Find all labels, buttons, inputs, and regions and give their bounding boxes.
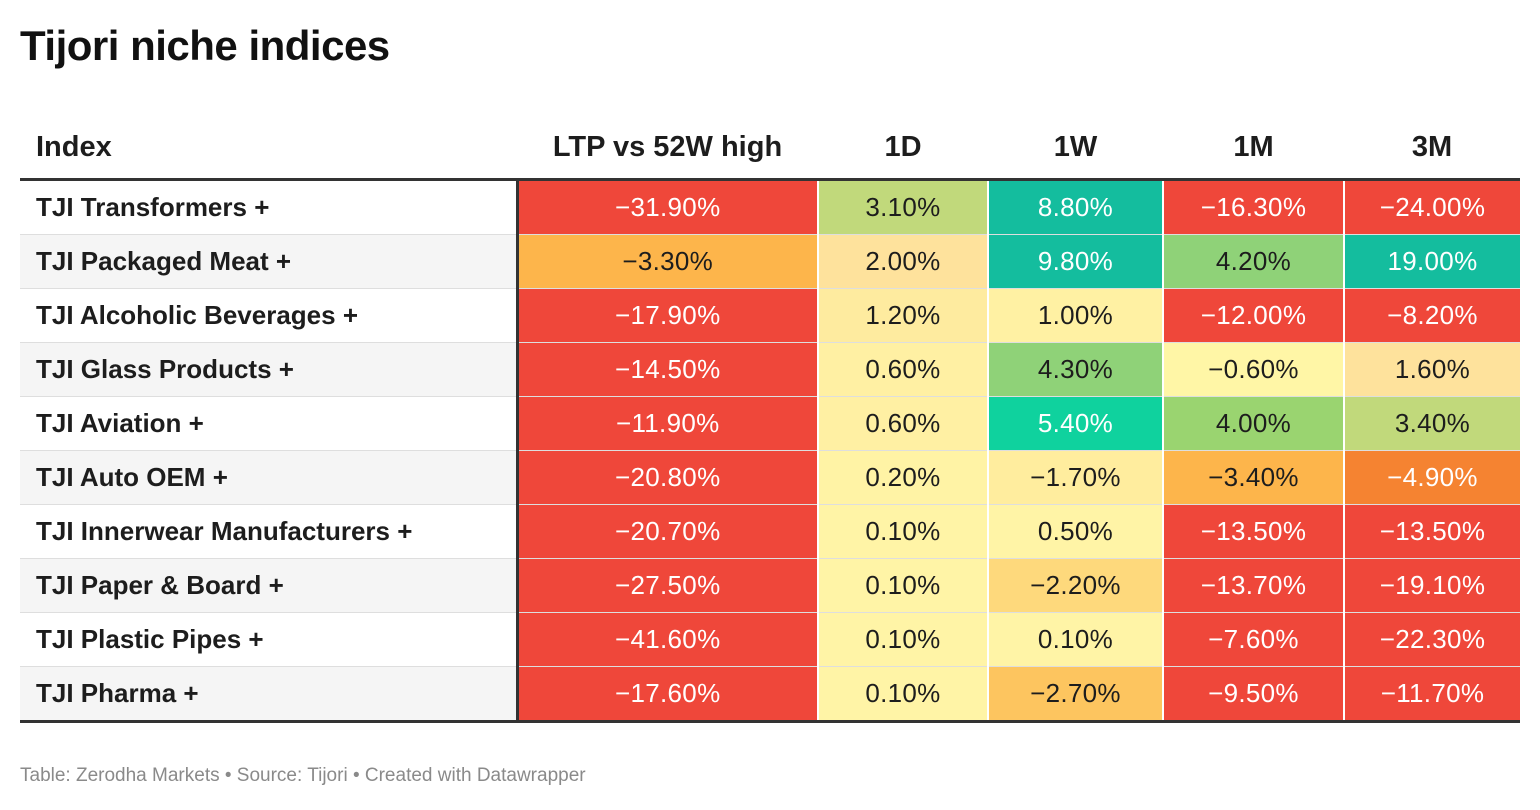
table-row: TJI Packaged Meat + −3.30% 2.00% 9.80% 4.20%… — [20, 234, 1520, 289]
table-row: TJI Auto OEM + −20.80% 0.20% −1.70% −3.40% −4… — [20, 450, 1520, 505]
value-cell-1d: 3.10% — [817, 179, 988, 235]
page-title: Tijori niche indices — [20, 22, 390, 69]
column-header-1w[interactable]: 1W — [988, 116, 1163, 181]
column-header-index[interactable]: Index — [20, 116, 517, 181]
index-name-cell: TJI Auto OEM + — [20, 450, 519, 505]
value-cell-1d: 0.10% — [817, 612, 988, 667]
value-cell-ltp-vs-52w-high: −41.60% — [516, 612, 818, 667]
value-cell-ltp-vs-52w-high: −3.30% — [516, 234, 818, 289]
value-cell-1m: −16.30% — [1162, 179, 1344, 235]
table-row: TJI Aviation + −11.90% 0.60% 5.40% 4.00% 3.40… — [20, 396, 1520, 451]
value-cell-ltp-vs-52w-high: −20.80% — [516, 450, 818, 505]
value-cell-3m: −4.90% — [1343, 450, 1520, 505]
index-name-cell: TJI Pharma + — [20, 666, 519, 723]
column-header-1d[interactable]: 1D — [818, 116, 988, 181]
value-cell-3m: −22.30% — [1343, 612, 1520, 667]
value-cell-ltp-vs-52w-high: −17.90% — [516, 288, 818, 343]
value-cell-1w: 9.80% — [987, 234, 1163, 289]
index-name-cell: TJI Paper & Board + — [20, 558, 519, 613]
value-cell-3m: 19.00% — [1343, 234, 1520, 289]
value-cell-ltp-vs-52w-high: −11.90% — [516, 396, 818, 451]
value-cell-1m: −13.70% — [1162, 558, 1344, 613]
value-cell-1w: 0.10% — [987, 612, 1163, 667]
value-cell-1w: −2.20% — [987, 558, 1163, 613]
value-cell-ltp-vs-52w-high: −14.50% — [516, 342, 818, 397]
value-cell-1m: −13.50% — [1162, 504, 1344, 559]
table-row: TJI Transformers + −31.90% 3.10% 8.80% −16.3… — [20, 179, 1520, 235]
value-cell-1w: 0.50% — [987, 504, 1163, 559]
column-header-1m[interactable]: 1M — [1163, 116, 1344, 181]
value-cell-1m: 4.00% — [1162, 396, 1344, 451]
value-cell-1m: −3.40% — [1162, 450, 1344, 505]
value-cell-1d: 1.20% — [817, 288, 988, 343]
index-name-cell: TJI Transformers + — [20, 179, 519, 235]
value-cell-1w: 4.30% — [987, 342, 1163, 397]
index-name-cell: TJI Plastic Pipes + — [20, 612, 519, 667]
value-cell-1m: −9.50% — [1162, 666, 1344, 723]
value-cell-1d: 0.20% — [817, 450, 988, 505]
value-cell-ltp-vs-52w-high: −27.50% — [516, 558, 818, 613]
value-cell-1w: 8.80% — [987, 179, 1163, 235]
value-cell-1w: 5.40% — [987, 396, 1163, 451]
heatmap-table: Index LTP vs 52W high 1D 1W 1M 3M TJI Tr… — [20, 116, 1520, 723]
value-cell-1m: −0.60% — [1162, 342, 1344, 397]
index-name-cell: TJI Packaged Meat + — [20, 234, 519, 289]
footer-credit: Table: Zerodha Markets • Source: Tijori … — [20, 765, 586, 786]
value-cell-3m: 3.40% — [1343, 396, 1520, 451]
table-row: TJI Pharma + −17.60% 0.10% −2.70% −9.50% −11.… — [20, 666, 1520, 723]
value-cell-3m: −8.20% — [1343, 288, 1520, 343]
value-cell-3m: −19.10% — [1343, 558, 1520, 613]
table-row: TJI Alcoholic Beverages + −17.90% 1.20% 1.0… — [20, 288, 1520, 343]
table-row: TJI Glass Products + −14.50% 0.60% 4.30% −0.… — [20, 342, 1520, 397]
value-cell-1w: −2.70% — [987, 666, 1163, 723]
value-cell-1d: 2.00% — [817, 234, 988, 289]
value-cell-3m: −24.00% — [1343, 179, 1520, 235]
column-header-3m[interactable]: 3M — [1344, 116, 1520, 181]
column-header-ltp-vs-52w-high[interactable]: LTP vs 52W high — [517, 116, 818, 181]
value-cell-1m: −12.00% — [1162, 288, 1344, 343]
value-cell-3m: −11.70% — [1343, 666, 1520, 723]
value-cell-ltp-vs-52w-high: −31.90% — [516, 179, 818, 235]
value-cell-1d: 0.60% — [817, 342, 988, 397]
value-cell-1w: −1.70% — [987, 450, 1163, 505]
table-row: TJI Plastic Pipes + −41.60% 0.10% 0.10% −7.6… — [20, 612, 1520, 667]
value-cell-ltp-vs-52w-high: −20.70% — [516, 504, 818, 559]
index-name-cell: TJI Alcoholic Beverages + — [20, 288, 519, 343]
header-row: Index LTP vs 52W high 1D 1W 1M 3M — [20, 116, 1520, 181]
value-cell-1d: 0.10% — [817, 504, 988, 559]
table-body: TJI Transformers + −31.90% 3.10% 8.80% −16.3… — [20, 179, 1520, 723]
index-name-cell: TJI Innerwear Manufacturers + — [20, 504, 519, 559]
value-cell-3m: 1.60% — [1343, 342, 1520, 397]
value-cell-1d: 0.60% — [817, 396, 988, 451]
index-name-cell: TJI Aviation + — [20, 396, 519, 451]
value-cell-1d: 0.10% — [817, 666, 988, 723]
value-cell-3m: −13.50% — [1343, 504, 1520, 559]
index-name-cell: TJI Glass Products + — [20, 342, 519, 397]
value-cell-1w: 1.00% — [987, 288, 1163, 343]
table-row: TJI Paper & Board + −27.50% 0.10% −2.20% −13… — [20, 558, 1520, 613]
value-cell-1m: 4.20% — [1162, 234, 1344, 289]
table-row: TJI Innerwear Manufacturers + −20.70% 0.10… — [20, 504, 1520, 559]
value-cell-1d: 0.10% — [817, 558, 988, 613]
value-cell-ltp-vs-52w-high: −17.60% — [516, 666, 818, 723]
value-cell-1m: −7.60% — [1162, 612, 1344, 667]
